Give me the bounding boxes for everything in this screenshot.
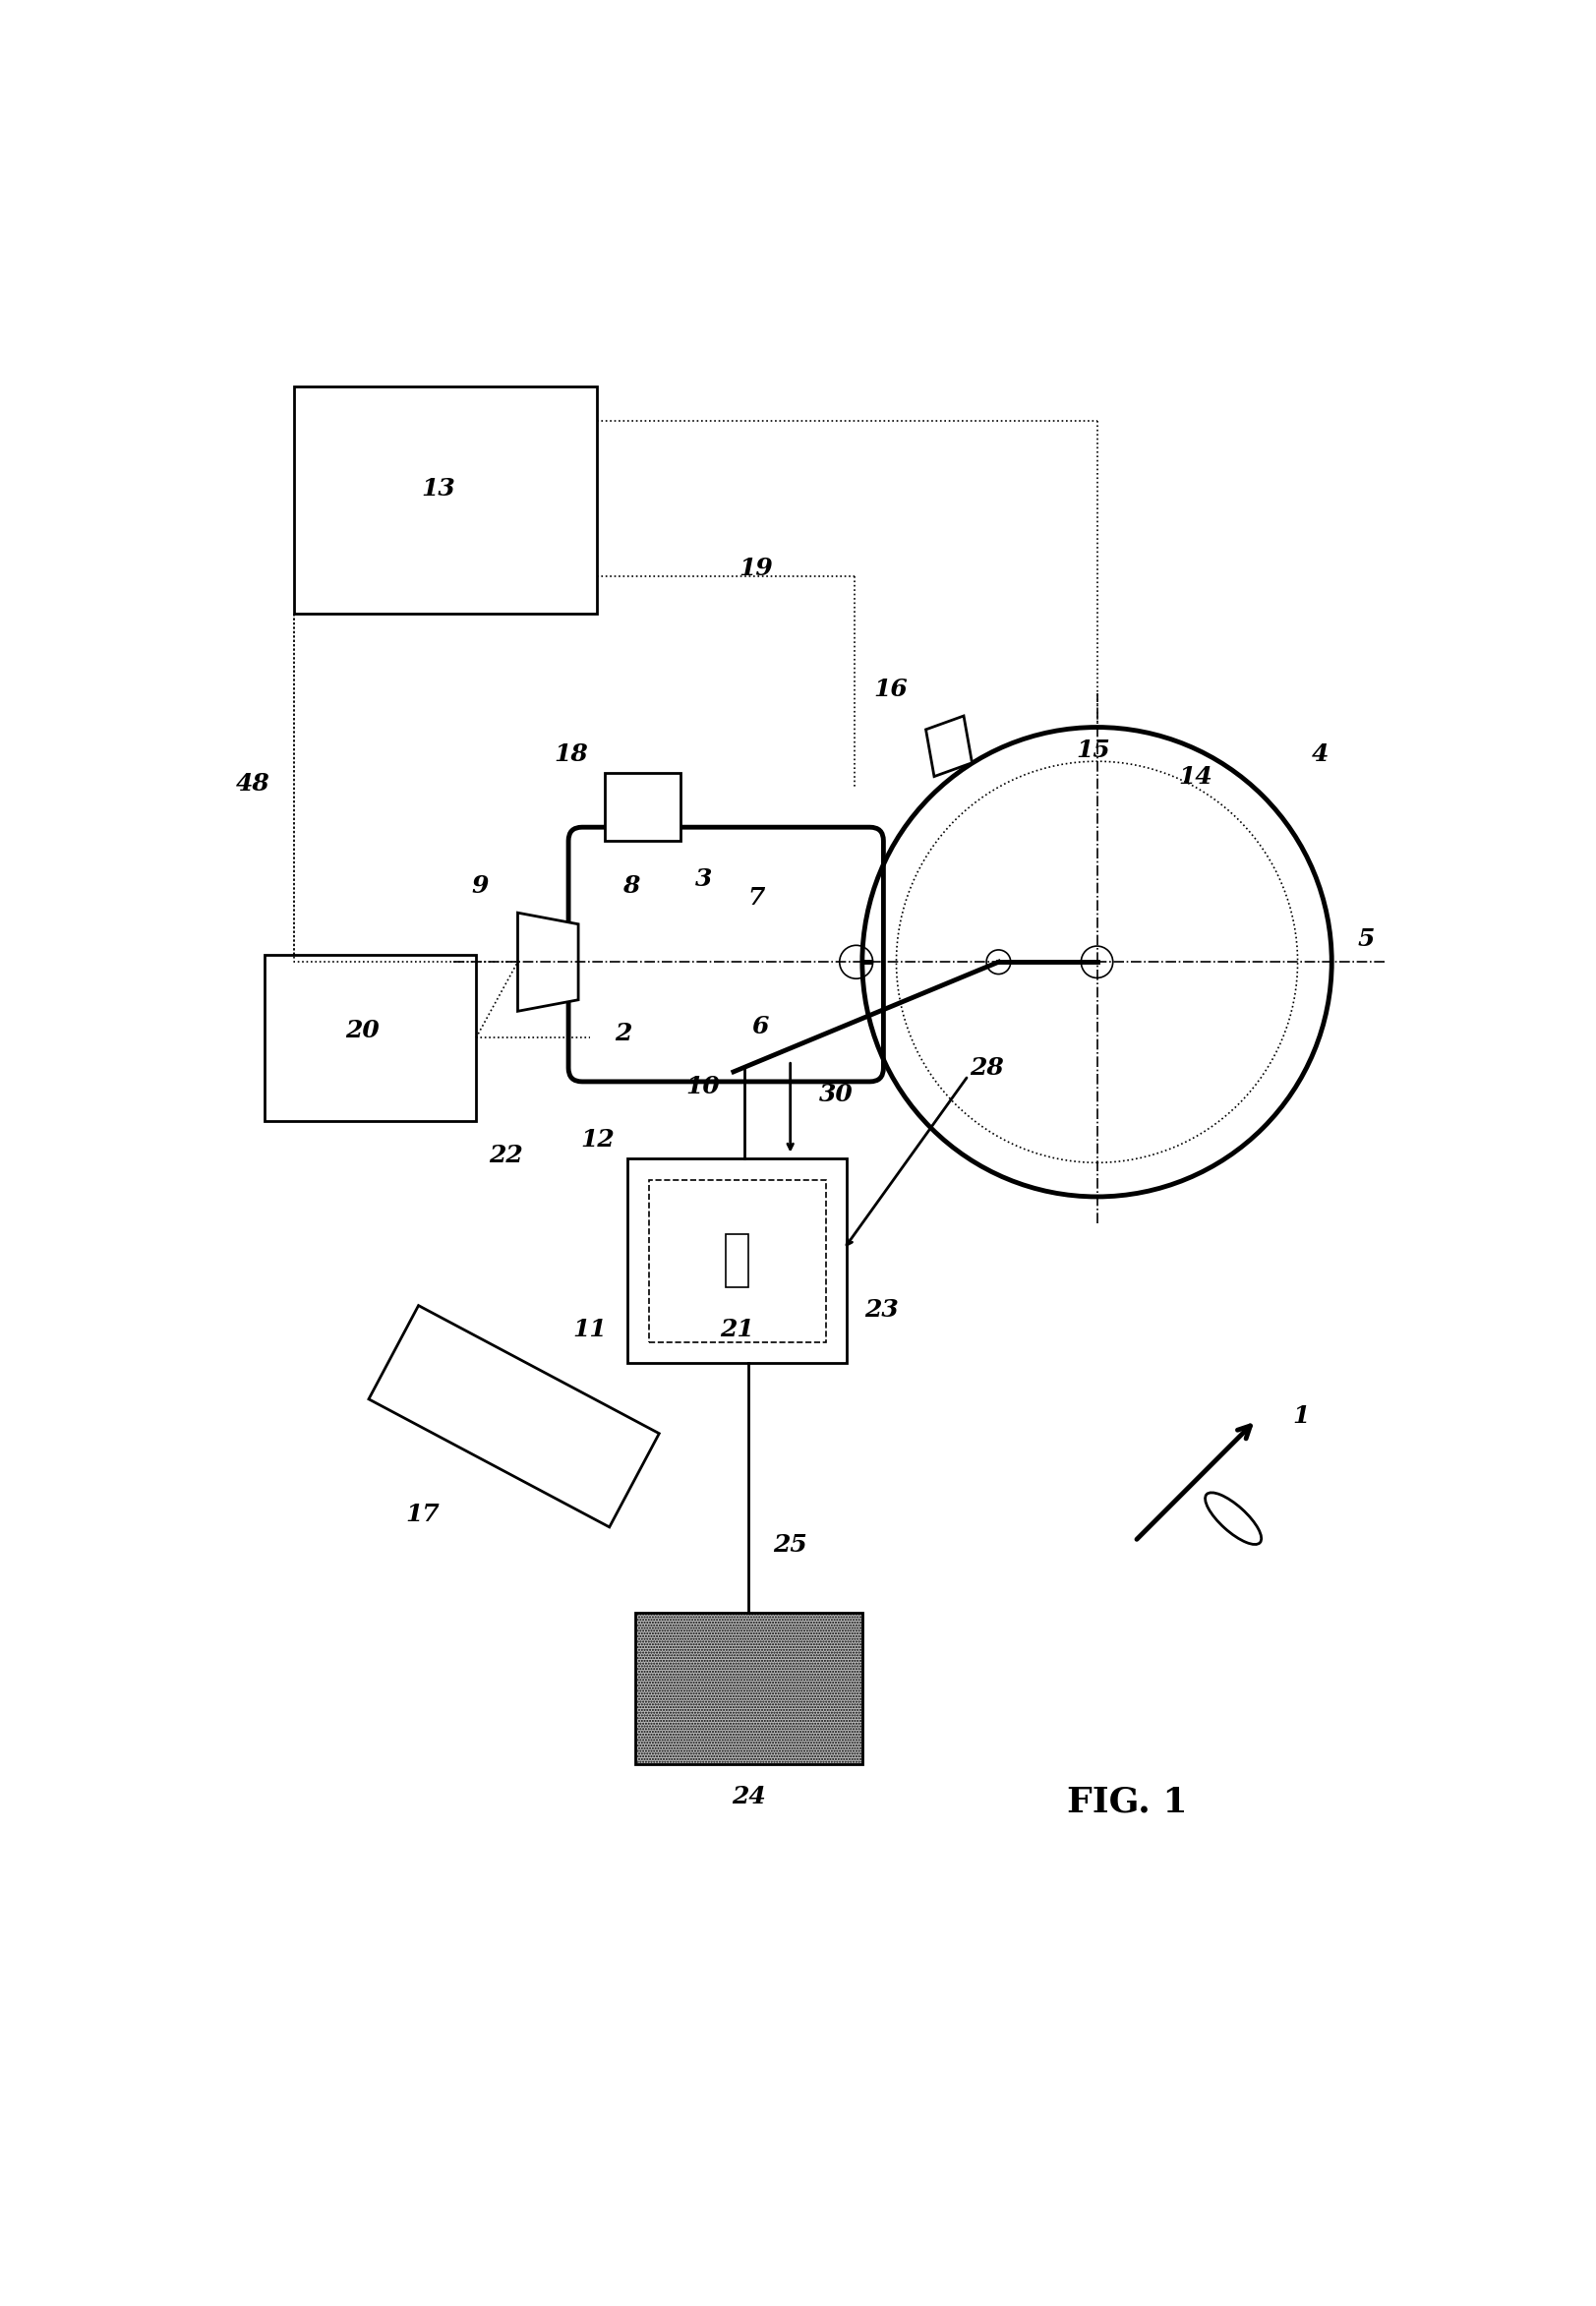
Text: 21: 21: [720, 1317, 755, 1342]
Bar: [648, 1181, 825, 1342]
Text: 19: 19: [739, 556, 774, 581]
Polygon shape: [517, 913, 578, 1012]
Polygon shape: [369, 1305, 659, 1527]
Text: 20: 20: [345, 1019, 380, 1042]
Text: 9: 9: [471, 874, 488, 897]
Text: FIG. 1: FIG. 1: [1068, 1785, 1187, 1819]
Text: 28: 28: [970, 1056, 1004, 1079]
Polygon shape: [926, 715, 972, 777]
Text: 3: 3: [694, 867, 712, 890]
Text: 6: 6: [752, 1015, 769, 1038]
Text: 14: 14: [1178, 766, 1213, 789]
Text: 1: 1: [1293, 1404, 1310, 1427]
Bar: [263, 955, 476, 1121]
Text: 30: 30: [819, 1084, 852, 1107]
Text: 13: 13: [421, 477, 455, 500]
FancyBboxPatch shape: [568, 828, 884, 1082]
Text: 16: 16: [873, 678, 908, 701]
Text: 23: 23: [863, 1298, 899, 1321]
Bar: [726, 1234, 749, 1287]
Text: 12: 12: [579, 1128, 614, 1151]
Text: 8: 8: [622, 874, 640, 897]
Text: 25: 25: [772, 1533, 808, 1557]
Text: 5: 5: [1357, 927, 1374, 950]
Bar: [627, 1160, 847, 1363]
Text: 2: 2: [614, 1022, 632, 1045]
Text: 48: 48: [236, 773, 270, 796]
Bar: [605, 773, 680, 842]
Text: 7: 7: [747, 886, 764, 909]
Text: 22: 22: [490, 1144, 523, 1167]
Bar: [635, 1614, 862, 1764]
Ellipse shape: [1205, 1492, 1261, 1545]
Text: 11: 11: [573, 1317, 606, 1342]
Text: 10: 10: [686, 1075, 720, 1098]
Text: 15: 15: [1076, 738, 1111, 761]
Text: 24: 24: [731, 1785, 766, 1808]
Text: 4: 4: [1312, 743, 1329, 766]
Text: 17: 17: [405, 1504, 440, 1527]
Bar: [294, 387, 597, 613]
Text: 18: 18: [554, 743, 587, 766]
